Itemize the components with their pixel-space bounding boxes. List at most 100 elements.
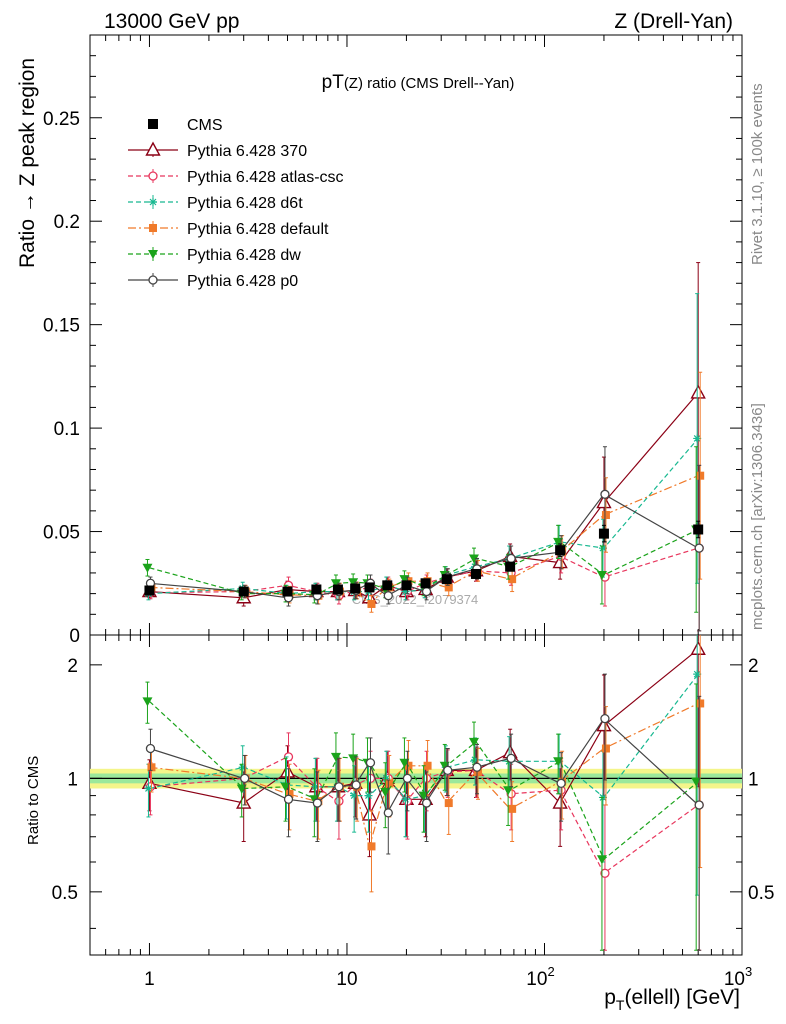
y-axis-label-main: Ratio → Z peak region	[16, 58, 39, 268]
ratio-point	[421, 798, 432, 808]
main-point	[596, 494, 612, 509]
main-point	[348, 578, 359, 588]
ratio-point	[423, 761, 432, 770]
ratio-series	[142, 681, 702, 951]
main-point	[142, 563, 153, 573]
x-tick-labels: 1 10 102 103	[144, 964, 752, 990]
legend-marker	[148, 171, 158, 181]
main-plot: 0 0.05 0.1 0.15 0.2 0.25 CMS_2022_I2079374 pT…	[16, 34, 743, 647]
ratio-plot: 0.5 0.51 12 2 Ratio to CMS 1 10 102 103 pT(ell…	[25, 634, 775, 1013]
ratio-point	[142, 697, 153, 707]
y-axis-label-ratio: Ratio to CMS	[25, 756, 42, 845]
watermark: CMS_2022_I2079374	[352, 592, 479, 607]
x-tick-label-base: 10	[724, 969, 745, 990]
ratio-point	[279, 763, 296, 778]
main-point	[693, 434, 702, 443]
main-point	[598, 528, 609, 539]
main-series	[141, 262, 706, 607]
x-axis-label-sub: T	[616, 997, 625, 1013]
ratio-point	[382, 774, 391, 783]
ratio-point	[506, 753, 516, 763]
ratio-point	[552, 794, 568, 809]
y-tick-label: 0.2	[54, 212, 80, 233]
main-point	[401, 580, 412, 591]
ratio-point	[330, 752, 341, 762]
ratio-point	[596, 855, 607, 865]
main-point	[282, 586, 293, 597]
ratio-line	[149, 717, 699, 815]
legend-label: Pythia 6.428 d6t	[187, 195, 303, 212]
ratio-y-tick-label-right: 0.5	[748, 883, 774, 904]
ratio-point	[385, 779, 394, 788]
main-series	[144, 520, 704, 597]
main-point	[332, 584, 343, 595]
ratio-plot-series	[141, 635, 706, 951]
ratio-point	[367, 842, 376, 851]
main-point	[421, 586, 432, 597]
main-point	[420, 578, 431, 589]
x-tick-label: 102	[526, 964, 554, 990]
legend-label: CMS	[187, 117, 223, 134]
main-point	[506, 553, 516, 564]
y-tick-label: 0	[69, 626, 80, 647]
main-point	[693, 524, 704, 535]
ratio-point	[311, 782, 320, 791]
main-point	[238, 586, 249, 597]
x-tick-label: 1	[144, 969, 155, 990]
ratio-plot-ytick-labels: 0.5 0.5 1 1 2 2	[52, 656, 775, 904]
x-tick-label-base: 10	[526, 969, 547, 990]
main-point	[311, 584, 322, 595]
ratio-point	[147, 763, 156, 772]
ratio-point	[364, 791, 373, 800]
main-point	[601, 511, 610, 519]
x-tick-label: 103	[724, 964, 752, 990]
ratio-y-tick-label: 1	[67, 769, 78, 790]
main-series	[147, 371, 705, 613]
legend: CMS Pythia 6.428 370 Pythia 6.428 atlas-cs…	[128, 117, 344, 290]
main-point	[552, 554, 568, 569]
main-plot-series	[141, 262, 706, 632]
plot-title-sub: (Z) ratio (CMS Drell--Yan)	[344, 75, 515, 92]
ratio-point	[285, 789, 294, 798]
x-axis-label: pT(ellell) [GeV]	[604, 986, 740, 1013]
x-axis-label-main: p	[604, 986, 616, 1009]
main-point	[468, 554, 479, 564]
plot-title-main: pT	[322, 72, 345, 93]
main-series	[144, 293, 702, 603]
x-tick-label-base: 10	[336, 969, 357, 990]
ratio-point	[473, 767, 482, 776]
ratio-line	[149, 756, 699, 875]
legend-marker	[145, 141, 161, 156]
main-point	[505, 561, 516, 572]
main-point	[690, 384, 706, 399]
ratio-line	[149, 700, 699, 861]
ratio-point	[361, 806, 378, 821]
ratio-point	[351, 780, 361, 790]
ratio-point	[470, 755, 479, 764]
legend-label: Pythia 6.428 default	[187, 221, 329, 238]
legend-label: Pythia 6.428 370	[187, 143, 307, 160]
main-line	[149, 528, 699, 596]
main-line	[149, 392, 699, 599]
main-plot-ytick-labels: 0 0.05 0.1 0.15 0.2 0.25	[43, 109, 80, 647]
ratio-plot-ticks	[89, 635, 742, 955]
ratio-point	[365, 758, 376, 768]
main-point	[696, 471, 705, 480]
y-tick-label: 0.05	[43, 523, 80, 544]
side-label-bottom: mcplots.cern.ch [arXiv:1306.3436]	[749, 403, 766, 630]
ratio-point	[401, 795, 410, 804]
x-axis-label-rest: (ellell) [GeV]	[624, 986, 740, 1009]
legend-marker	[149, 224, 157, 232]
main-point	[401, 587, 410, 596]
ratio-series	[145, 673, 704, 951]
x-tick-label: 10	[336, 969, 357, 990]
ratio-line	[149, 673, 699, 800]
legend-label: Pythia 6.428 dw	[187, 247, 301, 264]
x-tick-label-exp: 2	[547, 964, 554, 979]
main-point	[350, 583, 361, 594]
main-point	[330, 579, 341, 589]
main-point	[508, 575, 517, 584]
main-line	[149, 438, 699, 595]
ratio-series	[147, 635, 705, 893]
legend-marker	[148, 119, 158, 129]
